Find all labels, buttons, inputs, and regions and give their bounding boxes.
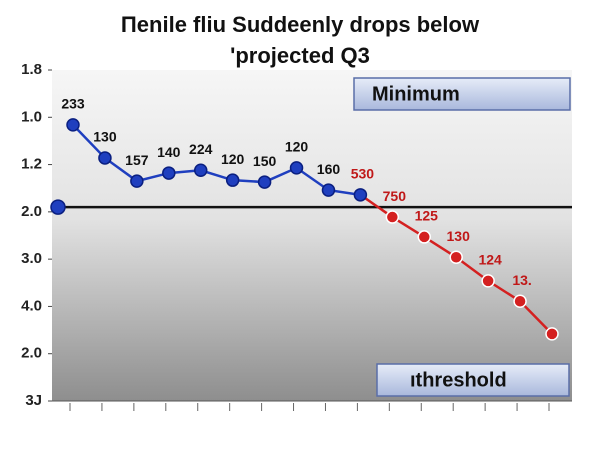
point-label: 124	[478, 252, 502, 268]
data-point	[417, 230, 432, 244]
y-tick-label: 2.0	[21, 203, 42, 220]
point-label: 130	[447, 228, 471, 244]
data-point	[225, 173, 240, 187]
data-point	[385, 210, 400, 224]
point-label: 750	[383, 188, 407, 204]
point-label: 224	[189, 141, 213, 157]
annotation: Minimum	[372, 83, 460, 105]
y-tick-label: 1.2	[21, 156, 42, 173]
data-point	[162, 166, 176, 180]
series-line	[72, 123, 361, 197]
annotation-box	[353, 77, 571, 111]
point-label: 150	[253, 153, 277, 169]
threshold-marker	[50, 199, 66, 215]
data-point	[545, 327, 559, 341]
y-tick-label: 3J	[25, 392, 42, 409]
point-label: 530	[351, 166, 375, 182]
point-label: 125	[415, 208, 439, 224]
point-label: 13.	[512, 272, 531, 288]
point-label: 157	[125, 152, 149, 168]
data-point	[98, 151, 112, 165]
data-point	[449, 250, 463, 265]
y-tick-label: 1.8	[21, 61, 42, 78]
chart-title: Πenile fliu Suddeenly drops below	[121, 12, 480, 37]
data-point	[289, 161, 304, 175]
point-label: 233	[61, 96, 85, 112]
plot-area	[52, 70, 572, 401]
point-label: 120	[221, 151, 245, 167]
data-point	[513, 294, 527, 308]
data-point	[481, 274, 495, 288]
point-label: 160	[317, 161, 341, 177]
y-tick-label: 1.0	[21, 108, 42, 125]
y-tick-label: 2.0	[21, 345, 42, 362]
data-point	[257, 175, 272, 189]
point-label: 130	[93, 129, 117, 145]
data-point	[130, 174, 144, 188]
y-tick-label: 3.0	[21, 250, 42, 267]
data-point	[66, 118, 80, 132]
point-label: 140	[157, 144, 181, 160]
y-tick-label: 4.0	[21, 297, 42, 314]
annotation: ıthreshold	[410, 369, 507, 391]
chart-title: 'projected Q3	[230, 43, 370, 68]
annotation-box	[376, 363, 570, 397]
data-point	[353, 188, 368, 202]
data-point	[321, 183, 336, 197]
data-point	[193, 163, 208, 177]
point-label: 120	[285, 139, 309, 155]
